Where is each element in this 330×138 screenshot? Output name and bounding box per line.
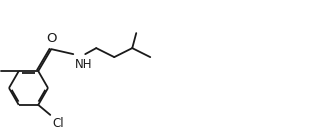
Text: O: O — [46, 32, 56, 45]
Text: NH: NH — [75, 58, 93, 71]
Text: Cl: Cl — [52, 117, 64, 130]
